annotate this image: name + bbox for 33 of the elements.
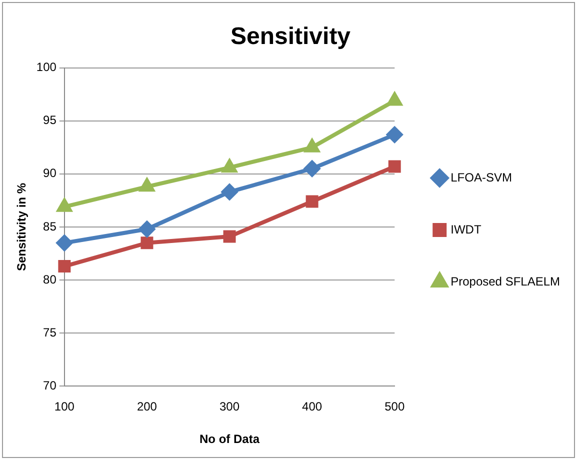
y-tick-label: 80 — [43, 272, 57, 286]
x-axis-title: No of Data — [200, 432, 260, 446]
point — [57, 198, 72, 212]
y-tick-label: 100 — [36, 60, 57, 74]
y-tick-label: 90 — [43, 166, 57, 180]
point — [304, 160, 320, 177]
y-tick-label: 75 — [43, 325, 57, 340]
y-tick-label: 70 — [43, 378, 57, 393]
point — [222, 160, 237, 173]
point — [387, 92, 402, 106]
legend-label: Proposed SFLAELM — [450, 274, 560, 288]
y-axis-title: Sensitivity in % — [14, 182, 29, 272]
legend-label: LFOA-SVM — [450, 170, 512, 184]
point — [222, 184, 238, 200]
y-tick-label: 95 — [43, 113, 57, 128]
legend-label: IWDT — [450, 222, 482, 236]
y-tick-label: 85 — [43, 219, 57, 234]
point — [388, 160, 401, 173]
x-tick-label: 200 — [136, 400, 158, 414]
point — [138, 221, 155, 238]
x-tick-label: 400 — [302, 400, 322, 414]
x-tick-label: 300 — [220, 400, 240, 414]
point — [58, 260, 71, 273]
point — [140, 236, 154, 250]
chart-title: Sensitivity — [230, 23, 352, 50]
point — [306, 195, 318, 208]
point — [386, 126, 403, 143]
x-tick-label: 100 — [54, 400, 75, 414]
point — [223, 230, 236, 243]
point — [304, 139, 320, 152]
point — [140, 178, 154, 192]
x-tick-label: 500 — [384, 400, 405, 414]
point — [56, 234, 72, 251]
